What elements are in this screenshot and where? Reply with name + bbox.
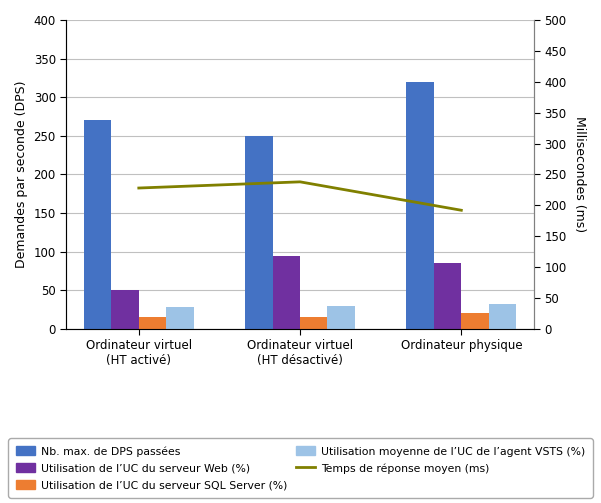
Bar (245, 136, 273, 329)
Bar (489, 304, 516, 329)
Y-axis label: Demandes par seconde (DPS): Demandes par seconde (DPS) (15, 80, 28, 268)
Bar (166, 307, 194, 329)
Bar (111, 290, 139, 329)
Bar (328, 306, 355, 329)
Bar (462, 313, 489, 329)
Y-axis label: Millisecondes (ms): Millisecondes (ms) (573, 116, 586, 232)
Bar (300, 317, 328, 329)
Legend: Nb. max. de DPS passées, Utilisation de l’UC du serveur Web (%), Utilisation de : Nb. max. de DPS passées, Utilisation de … (8, 439, 593, 497)
Bar (406, 82, 434, 329)
Bar (84, 120, 111, 329)
Bar (139, 317, 166, 329)
Bar (434, 263, 462, 329)
Bar (273, 256, 300, 329)
